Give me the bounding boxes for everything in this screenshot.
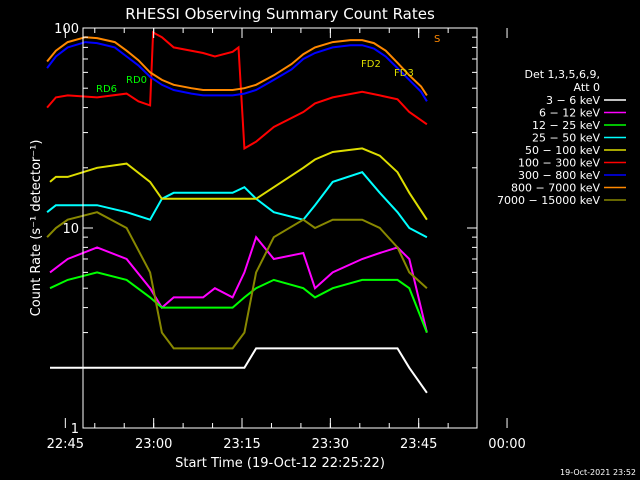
legend-label: 50 − 100 keV <box>525 144 600 157</box>
legend-label: 300 − 800 keV <box>518 169 600 182</box>
series-line-0 <box>50 347 428 394</box>
x-tick-label: 23:45 <box>400 437 437 452</box>
legend-label: 6 − 12 keV <box>539 107 600 120</box>
legend-label: 25 − 50 keV <box>532 132 600 145</box>
legend-label: 800 − 7000 keV <box>511 182 600 195</box>
segment-label: FD2 <box>361 59 381 70</box>
x-axis-label: Start Time (19-Oct-12 22:25:22) <box>175 456 385 471</box>
y-tick-label: 100 <box>54 22 79 37</box>
segment-overlays: RD0 RD6 FD2 FD3 S <box>96 34 440 95</box>
legend-label: 12 − 25 keV <box>532 119 600 132</box>
y-tick-label: 10 <box>62 222 79 237</box>
series-line-6 <box>46 41 428 102</box>
legend-label: 100 − 300 keV <box>518 157 600 170</box>
x-tick-label: 00:00 <box>488 437 525 452</box>
y-tick-label: 1 <box>71 422 79 437</box>
series-line-2 <box>49 271 428 333</box>
series-line-7 <box>46 36 428 96</box>
legend-label: 3 − 6 keV <box>546 94 600 107</box>
legend-label: 7000 − 15000 keV <box>497 194 600 207</box>
segment-label: S <box>434 34 440 45</box>
series-line-1 <box>49 235 428 333</box>
chart-title: RHESSI Observing Summary Count Rates <box>125 5 435 23</box>
x-tick-label: 22:45 <box>47 437 84 452</box>
y-axis: 1 10 100 <box>54 22 477 437</box>
legend-header: Att 0 <box>574 81 600 94</box>
segment-label: RD6 <box>96 84 117 95</box>
x-tick-label: 23:00 <box>135 437 172 452</box>
series-line-4 <box>49 147 428 221</box>
segment-label: RD0 <box>126 75 147 86</box>
series-line-8 <box>46 211 428 350</box>
segment-label: FD3 <box>394 68 414 79</box>
x-tick-label: 23:30 <box>312 437 349 452</box>
x-tick-label: 23:15 <box>223 437 260 452</box>
series-line-3 <box>46 171 428 239</box>
legend-header: Det 1,3,5,6,9, <box>524 68 600 81</box>
series-line-5 <box>46 30 428 151</box>
footer-timestamp: 19-Oct-2021 23:52 <box>560 468 636 477</box>
y-axis-label: Count Rate (s⁻¹ detector⁻¹) <box>29 140 44 317</box>
data-traces <box>46 30 428 394</box>
